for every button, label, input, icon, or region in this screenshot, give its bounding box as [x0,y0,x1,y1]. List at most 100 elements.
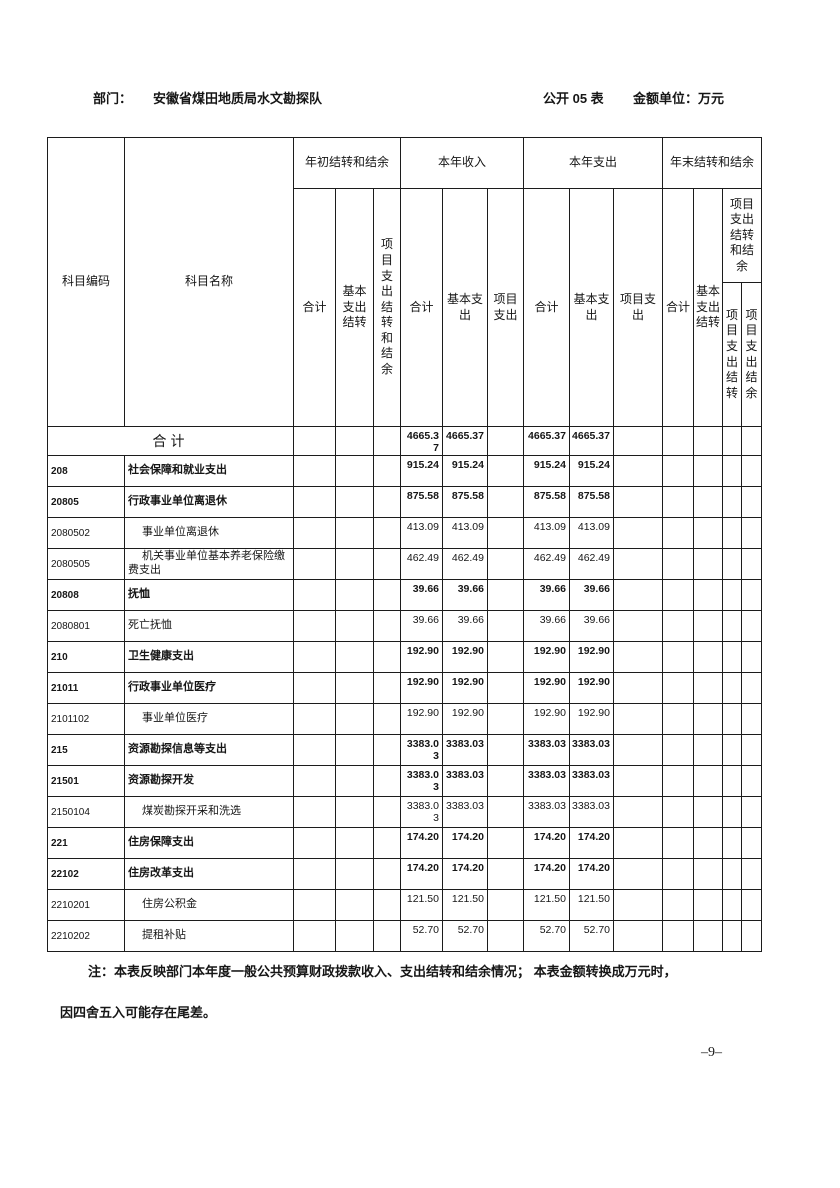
value-cell [293,610,336,642]
value-cell [662,765,694,797]
value-cell [335,455,374,487]
department-name: 安徽省煤田地质局水文勘探队 [153,91,323,106]
value-cell [487,426,524,456]
value-cell [662,517,694,549]
value-cell: 174.20 [400,827,443,859]
value-cell [740,734,763,766]
amount-unit-label: 金额单位：万元 [633,91,725,106]
value-cell [373,920,401,952]
table-row: 21011 行政事业单位医疗 192.90 192.90 192.90 192.90 [47,672,763,704]
value-cell [487,517,524,549]
value-cell [335,548,374,580]
value-cell [373,610,401,642]
col-header-income-basic: 基本支出 [442,188,488,427]
value-cell: 174.20 [569,858,614,890]
value-cell [613,734,663,766]
value-cell [693,579,723,611]
value-cell [693,703,723,735]
value-cell [293,889,336,921]
value-cell: 915.24 [442,455,488,487]
value-cell [613,455,663,487]
value-cell [335,426,374,456]
value-cell [293,641,336,673]
value-cell [693,548,723,580]
value-cell [335,858,374,890]
value-cell [335,765,374,797]
value-cell [373,548,401,580]
value-cell [373,517,401,549]
value-cell: 192.90 [442,672,488,704]
value-cell [693,827,723,859]
value-cell [740,920,763,952]
value-cell [662,426,694,456]
value-cell [740,889,763,921]
table-row: 21501 资源勘探开发 3383.03 3383.03 3383.03 3383.03 [47,765,763,797]
value-cell: 462.49 [523,548,570,580]
value-cell [613,765,663,797]
value-cell [740,672,763,704]
value-cell [293,455,336,487]
value-cell: 3383.03 [523,796,570,828]
value-cell [373,426,401,456]
value-cell: 192.90 [569,672,614,704]
value-cell [613,426,663,456]
value-cell [487,641,524,673]
value-cell [740,486,763,518]
value-cell: 192.90 [569,641,614,673]
value-cell [613,486,663,518]
subject-name-cell: 资源勘探开发 [124,765,294,797]
value-cell: 174.20 [523,858,570,890]
value-cell [693,796,723,828]
table-row: 2080801 死亡抚恤 39.66 39.66 39.66 39.66 [47,610,763,642]
subject-name-cell: 行政事业单位医疗 [124,672,294,704]
value-cell [373,858,401,890]
value-cell [613,641,663,673]
value-cell [693,517,723,549]
value-cell [740,517,763,549]
value-cell: 915.24 [523,455,570,487]
subject-code-cell: 2080801 [47,610,125,642]
value-cell [613,672,663,704]
value-cell [740,610,763,642]
subject-code-cell: 22102 [47,858,125,890]
footnote-line-1: 注：本表反映部门本年度一般公共预算财政拨款收入、支出结转和结余情况； 本表金额转… [88,964,677,979]
value-cell [722,517,742,549]
value-cell: 3383.03 [442,765,488,797]
value-cell [613,610,663,642]
value-cell [740,796,763,828]
group-header-year-expenditure: 本年支出 [523,137,663,189]
department-label: 部门： [93,91,133,106]
col-header-subject-name: 科目名称 [124,137,294,427]
value-cell [293,827,336,859]
value-cell [693,455,723,487]
value-cell [662,641,694,673]
value-cell [335,827,374,859]
value-cell: 413.09 [442,517,488,549]
value-cell: 192.90 [569,703,614,735]
value-cell [293,796,336,828]
total-row: 合计 4665.37 4665.37 4665.37 4665.37 [47,426,763,456]
value-cell [740,641,763,673]
value-cell [487,703,524,735]
value-cell [662,455,694,487]
subject-code-cell: 20808 [47,579,125,611]
col-header-end-basic-carryover: 基本支出结转 [693,188,723,427]
subject-code-cell: 2210202 [47,920,125,952]
value-cell [373,703,401,735]
value-cell: 3383.03 [442,796,488,828]
group-header-begin-year: 年初结转和结余 [293,137,401,189]
col-header-begin-project-carryover: 项目支出结转和结余 [373,188,401,427]
value-cell [693,858,723,890]
value-cell [335,796,374,828]
value-cell [722,579,742,611]
value-cell [293,486,336,518]
group-header-end-year: 年末结转和结余 [661,137,763,189]
subject-code-cell: 21011 [47,672,125,704]
value-cell [487,579,524,611]
value-cell: 192.90 [442,641,488,673]
value-cell: 915.24 [569,455,614,487]
value-cell [740,548,763,580]
value-cell [722,920,742,952]
value-cell: 462.49 [442,548,488,580]
value-cell [693,641,723,673]
